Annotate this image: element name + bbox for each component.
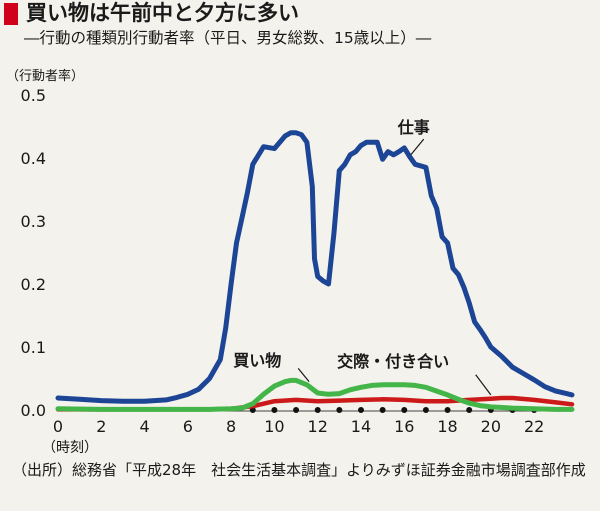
y-axis-label: （行動者率）	[6, 68, 84, 84]
annotation-leader-work	[410, 138, 425, 156]
x-tick-label: 8	[226, 417, 236, 436]
y-tick-label: 0.1	[21, 338, 46, 357]
hour-marker	[401, 407, 408, 413]
x-axis-ticks: 0 2 4 6 8 10 12 14 16 18 20 22	[53, 417, 544, 436]
title-accent-bar	[4, 3, 18, 25]
series-lines	[55, 130, 575, 412]
series-line-1	[55, 377, 575, 412]
y-tick-label: 0.2	[21, 275, 46, 294]
x-tick-label: 16	[394, 417, 414, 436]
y-tick-label: 0.0	[21, 401, 46, 420]
x-tick-label: 12	[308, 417, 328, 436]
hour-markers	[249, 407, 538, 413]
y-tick-label: 0.3	[21, 212, 46, 231]
annotation-0: 仕事	[397, 118, 430, 137]
annotation-1: 買い物	[233, 351, 281, 370]
annotation-leader-social	[475, 374, 492, 396]
hour-marker	[271, 407, 278, 413]
x-tick-label: 18	[437, 417, 457, 436]
y-axis-ticks: 0.0 0.1 0.2 0.3 0.4 0.5	[21, 86, 46, 420]
y-tick-label: 0.5	[21, 86, 46, 105]
hour-marker	[357, 407, 364, 413]
hour-marker	[314, 407, 321, 413]
hour-marker	[466, 407, 473, 413]
hour-marker	[444, 407, 451, 413]
x-tick-label: 4	[139, 417, 149, 436]
chart-subtitle: ―行動の種類別行動者率（平日、男女総数、15歳以上）―	[24, 29, 432, 47]
annotation-2: 交際・付き合い	[337, 352, 449, 371]
hour-marker	[293, 407, 300, 413]
x-tick-label: 20	[481, 417, 501, 436]
source-note: （出所）総務省「平成28年 社会生活基本調査」よりみずほ証券金融市場調査部作成	[12, 461, 586, 479]
x-tick-label: 2	[96, 417, 106, 436]
x-axis-label: （時刻）	[42, 440, 98, 456]
x-tick-label: 22	[524, 417, 544, 436]
hour-marker	[336, 407, 343, 413]
y-tick-label: 0.4	[21, 149, 46, 168]
series-line-0	[55, 130, 575, 404]
x-tick-label: 10	[264, 417, 284, 436]
hour-marker	[422, 407, 429, 413]
x-tick-label: 0	[53, 417, 63, 436]
line-chart: （行動者率） （時刻） 0.0 0.1 0.2 0.3 0.4 0.5 0 2 4 6 8 10 12…	[6, 68, 575, 456]
chart-title: 買い物は午前中と夕方に多い	[26, 1, 299, 25]
hour-marker	[379, 407, 386, 413]
x-tick-label: 14	[351, 417, 371, 436]
x-tick-label: 6	[183, 417, 193, 436]
annotation-leader-shopping	[297, 368, 310, 383]
